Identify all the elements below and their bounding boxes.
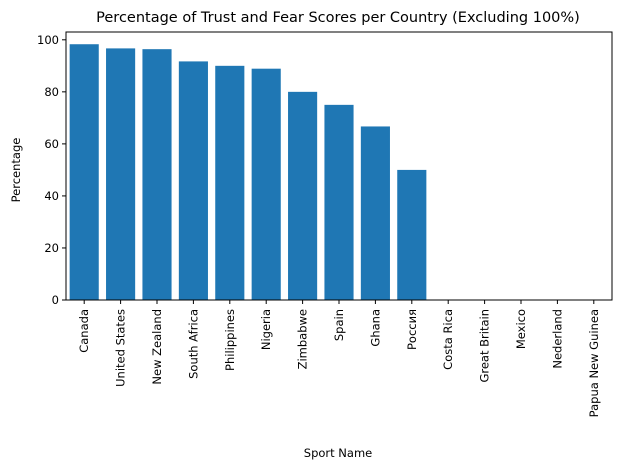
y-tick-label: 0 — [52, 293, 59, 307]
x-tick-label: Nederland — [550, 309, 564, 369]
x-tick-label: Philippines — [223, 309, 237, 371]
y-axis-label: Percentage — [9, 138, 23, 203]
x-tick-label: Costa Rica — [441, 309, 455, 370]
x-tick-label: Mexico — [514, 309, 528, 349]
bar-7 — [324, 104, 354, 300]
x-tick-label: Zimbabwe — [296, 309, 310, 369]
bars-group — [69, 44, 427, 300]
y-tick-label: 20 — [44, 241, 59, 255]
x-tick-label: United States — [114, 309, 128, 387]
plot-frame — [65, 31, 613, 301]
bar-5 — [251, 68, 281, 300]
y-tick-label: 40 — [44, 189, 59, 203]
bar-9 — [397, 169, 427, 300]
x-tick-label: Canada — [77, 309, 91, 353]
x-axis-label: Sport Name — [304, 446, 372, 460]
x-tick-label: Great Britain — [478, 309, 492, 383]
bar-0 — [69, 44, 99, 300]
x-tick-label: Papua New Guinea — [587, 309, 601, 417]
x-tick-label: New Zealand — [150, 309, 164, 385]
x-ticks-group: Canada United States New Zealand South Afri… — [77, 300, 601, 417]
bar-1 — [106, 48, 136, 300]
chart-title: Percentage of Trust and Fear Scores per … — [96, 10, 580, 26]
bar-8 — [360, 126, 390, 300]
bar-4 — [215, 65, 245, 300]
y-tick-label: 60 — [44, 137, 59, 151]
y-tick-label: 80 — [44, 85, 59, 99]
x-tick-label: South Africa — [186, 309, 200, 379]
x-tick-label: Spain — [332, 309, 346, 341]
x-tick-label: Россия — [405, 309, 419, 350]
x-tick-label: Nigeria — [259, 309, 273, 350]
bar-3 — [178, 61, 208, 300]
x-tick-label: Ghana — [368, 309, 382, 347]
y-tick-label: 100 — [37, 33, 59, 47]
bar-6 — [288, 91, 318, 300]
y-ticks-group: 0 20 40 60 80 100 — [37, 33, 66, 307]
bar-2 — [142, 49, 172, 300]
